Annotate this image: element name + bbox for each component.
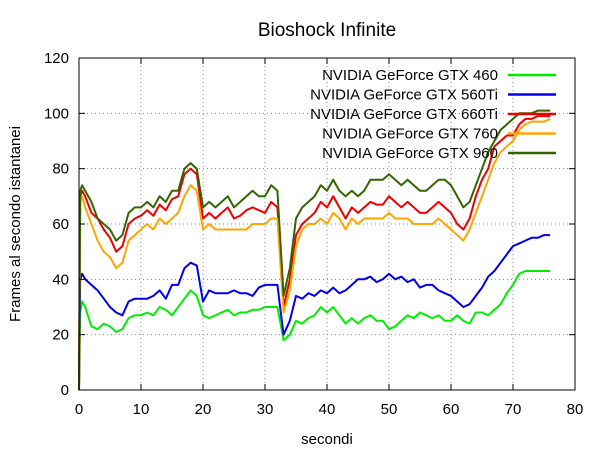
x-tick-label: 60: [443, 401, 460, 418]
legend-label-4: NVIDIA GeForce GTX 760: [322, 126, 498, 143]
x-tick-label: 20: [195, 401, 212, 418]
legend-label-1: NVIDIA GeForce GTX 460: [322, 67, 498, 84]
x-tick-label: 40: [319, 401, 336, 418]
x-axis-title: secondi: [301, 431, 353, 448]
x-tick-label: 80: [567, 401, 584, 418]
chart-title: Bioshock Infinite: [258, 20, 396, 41]
x-tick-label: 50: [381, 401, 398, 418]
x-tick-label: 30: [257, 401, 274, 418]
y-tick-label: 100: [44, 105, 69, 122]
series-line-1: [78, 270, 551, 391]
y-tick-label: 0: [61, 382, 69, 399]
series-line-2: [78, 234, 551, 391]
axes: [78, 57, 576, 391]
series-line-3: [78, 115, 551, 391]
legend: NVIDIA GeForce GTX 460 NVIDIA GeForce GTX…: [310, 67, 556, 162]
y-tick-label: 40: [52, 271, 69, 288]
legend-label-3: NVIDIA GeForce GTX 660Ti: [310, 106, 498, 123]
y-tick-label: 20: [52, 327, 69, 344]
y-tick-label: 120: [44, 50, 69, 67]
legend-label-5: NVIDIA GeForce GTX 960: [322, 145, 498, 162]
y-axis-title: Frames al secondo istantanei: [7, 126, 24, 322]
x-tick-label: 0: [75, 401, 83, 418]
tick-labels: 0 10 20 30 40 50 60 70 80 0 20 40 60 80 100 120: [44, 50, 583, 418]
y-tick-label: 80: [52, 161, 69, 178]
series-layer: [78, 109, 551, 391]
series-line-5: [78, 109, 551, 391]
x-tick-label: 10: [133, 401, 150, 418]
series-line-4: [78, 117, 551, 391]
y-tick-label: 60: [52, 216, 69, 233]
x-tick-label: 70: [505, 401, 522, 418]
legend-label-2: NVIDIA GeForce GTX 560Ti: [310, 87, 498, 104]
